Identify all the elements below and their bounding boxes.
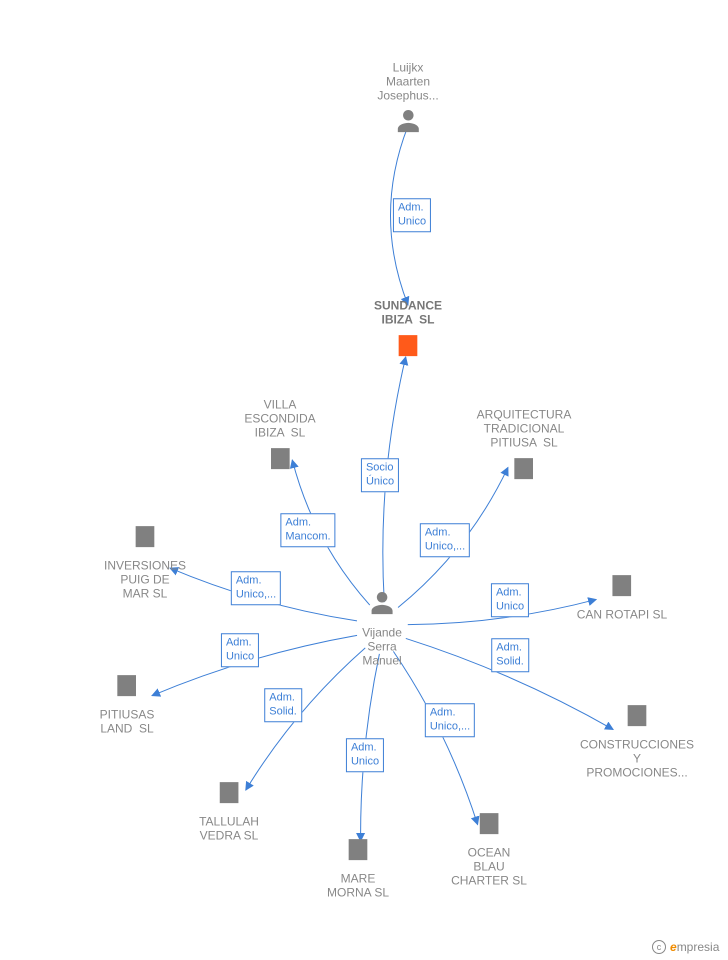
node-label: Vijande Serra Manuel	[362, 626, 402, 668]
node-label: Luijkx Maarten Josephus...	[377, 61, 438, 103]
person-icon	[394, 107, 422, 140]
edge-label: Adm. Unico	[221, 633, 259, 667]
node-ocean[interactable]: OCEAN BLAU CHARTER SL	[451, 809, 527, 888]
footer-brand: empresia	[670, 940, 719, 954]
diagram-canvas: Adm. Unico Socio Único Adm. Mancom. Adm. Un…	[0, 0, 728, 960]
footer-credit: c empresia	[652, 940, 719, 954]
node-luijkx[interactable]: Luijkx Maarten Josephus...	[377, 61, 438, 140]
node-label: SUNDANCE IBIZA SL	[374, 299, 442, 327]
node-sundance[interactable]: SUNDANCE IBIZA SL	[374, 299, 442, 364]
node-label: PITIUSAS LAND SL	[100, 708, 155, 736]
building-icon	[623, 701, 651, 734]
node-villa[interactable]: VILLA ESCONDIDA IBIZA SL	[244, 398, 315, 477]
edge-label: Adm. Unico,...	[420, 523, 470, 557]
node-label: VILLA ESCONDIDA IBIZA SL	[244, 398, 315, 440]
node-label: ARQUITECTURA TRADICIONAL PITIUSA SL	[477, 408, 572, 450]
node-inversiones[interactable]: INVERSIONES PUIG DE MAR SL	[104, 522, 186, 601]
building-icon	[131, 522, 159, 555]
edge-vijande-ocean	[393, 651, 477, 824]
node-tallulah[interactable]: TALLULAH VEDRA SL	[199, 778, 259, 843]
node-label: CAN ROTAPI SL	[577, 608, 667, 622]
edge-label: Adm. Unico	[491, 583, 529, 617]
edge-label: Adm. Solid.	[491, 638, 529, 672]
node-mare[interactable]: MARE MORNA SL	[327, 835, 389, 900]
edge-label: Adm. Mancom.	[280, 513, 335, 547]
edge-label: Adm. Unico,...	[425, 703, 475, 737]
building-icon	[510, 454, 538, 487]
node-label: INVERSIONES PUIG DE MAR SL	[104, 559, 186, 601]
edge-label: Socio Único	[361, 458, 399, 492]
building-icon	[608, 571, 636, 604]
building-icon	[266, 444, 294, 477]
node-label: TALLULAH VEDRA SL	[199, 815, 259, 843]
person-icon	[368, 589, 396, 622]
copyright-icon: c	[652, 940, 666, 954]
node-label: OCEAN BLAU CHARTER SL	[451, 846, 527, 888]
node-arquitectura[interactable]: ARQUITECTURA TRADICIONAL PITIUSA SL	[477, 408, 572, 487]
footer-brand-rest: mpresia	[677, 940, 720, 954]
node-label: MARE MORNA SL	[327, 872, 389, 900]
building-icon	[344, 835, 372, 868]
building-icon	[113, 671, 141, 704]
building-icon	[215, 778, 243, 811]
building-icon	[475, 809, 503, 842]
node-label: CONSTRUCCIONES Y PROMOCIONES...	[580, 738, 694, 780]
node-construc[interactable]: CONSTRUCCIONES Y PROMOCIONES...	[580, 701, 694, 780]
edge-label: Adm. Unico	[393, 198, 431, 232]
node-canrotapi[interactable]: CAN ROTAPI SL	[577, 571, 667, 622]
edge-label: Adm. Unico	[346, 738, 384, 772]
node-vijande[interactable]: Vijande Serra Manuel	[362, 589, 402, 668]
edge-label: Adm. Unico,...	[231, 571, 281, 605]
footer-brand-letter: e	[670, 940, 677, 954]
edge-label: Adm. Solid.	[264, 688, 302, 722]
node-pitiusas[interactable]: PITIUSAS LAND SL	[100, 671, 155, 736]
building-icon	[394, 331, 422, 364]
